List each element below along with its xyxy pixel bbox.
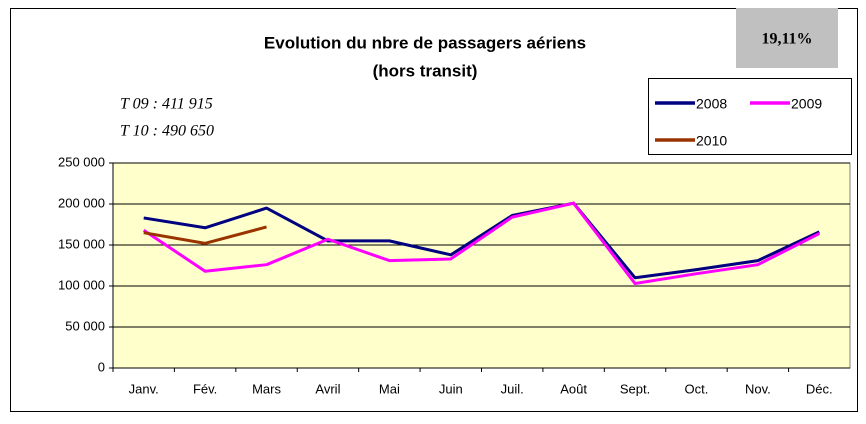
y-tick-label: 250 000: [58, 154, 105, 169]
x-tick-label: Sept.: [620, 381, 650, 396]
series-line: [143, 225, 267, 245]
x-tick-label: Fév.: [193, 381, 217, 396]
y-tick-label: 150 000: [58, 236, 105, 251]
annotation: T 10 : 490 650: [120, 123, 214, 140]
legend-label: 2010: [696, 133, 727, 149]
x-tick-label: Avril: [315, 381, 340, 396]
badge: 19,11%: [761, 31, 812, 48]
x-tick-label: Mars: [252, 381, 281, 396]
legend: [648, 78, 852, 155]
series-line: [142, 201, 820, 286]
chart-title: Evolution du nbre de passagers aériens: [264, 33, 586, 52]
x-tick-label: Mai: [379, 381, 400, 396]
x-tick-label: Août: [560, 381, 587, 396]
x-tick-label: Juil.: [501, 381, 524, 396]
y-tick-label: 50 000: [65, 318, 105, 333]
x-tick-label: Nov.: [745, 381, 771, 396]
badge-box: [736, 8, 838, 68]
chart-title: (hors transit): [373, 61, 478, 80]
x-tick-label: Juin: [439, 381, 463, 396]
x-tick-label: Déc.: [806, 381, 833, 396]
y-tick-label: 0: [98, 359, 105, 374]
legend-label: 2009: [791, 96, 822, 112]
x-tick-label: Oct.: [685, 381, 709, 396]
legend-label: 2008: [696, 96, 727, 112]
y-tick-label: 100 000: [58, 277, 105, 292]
plot-area: [112, 162, 851, 369]
y-tick-label: 200 000: [58, 195, 105, 210]
x-tick-label: Janv.: [129, 381, 159, 396]
series-line: [143, 201, 820, 280]
annotation: T 09 : 411 915: [120, 96, 213, 113]
